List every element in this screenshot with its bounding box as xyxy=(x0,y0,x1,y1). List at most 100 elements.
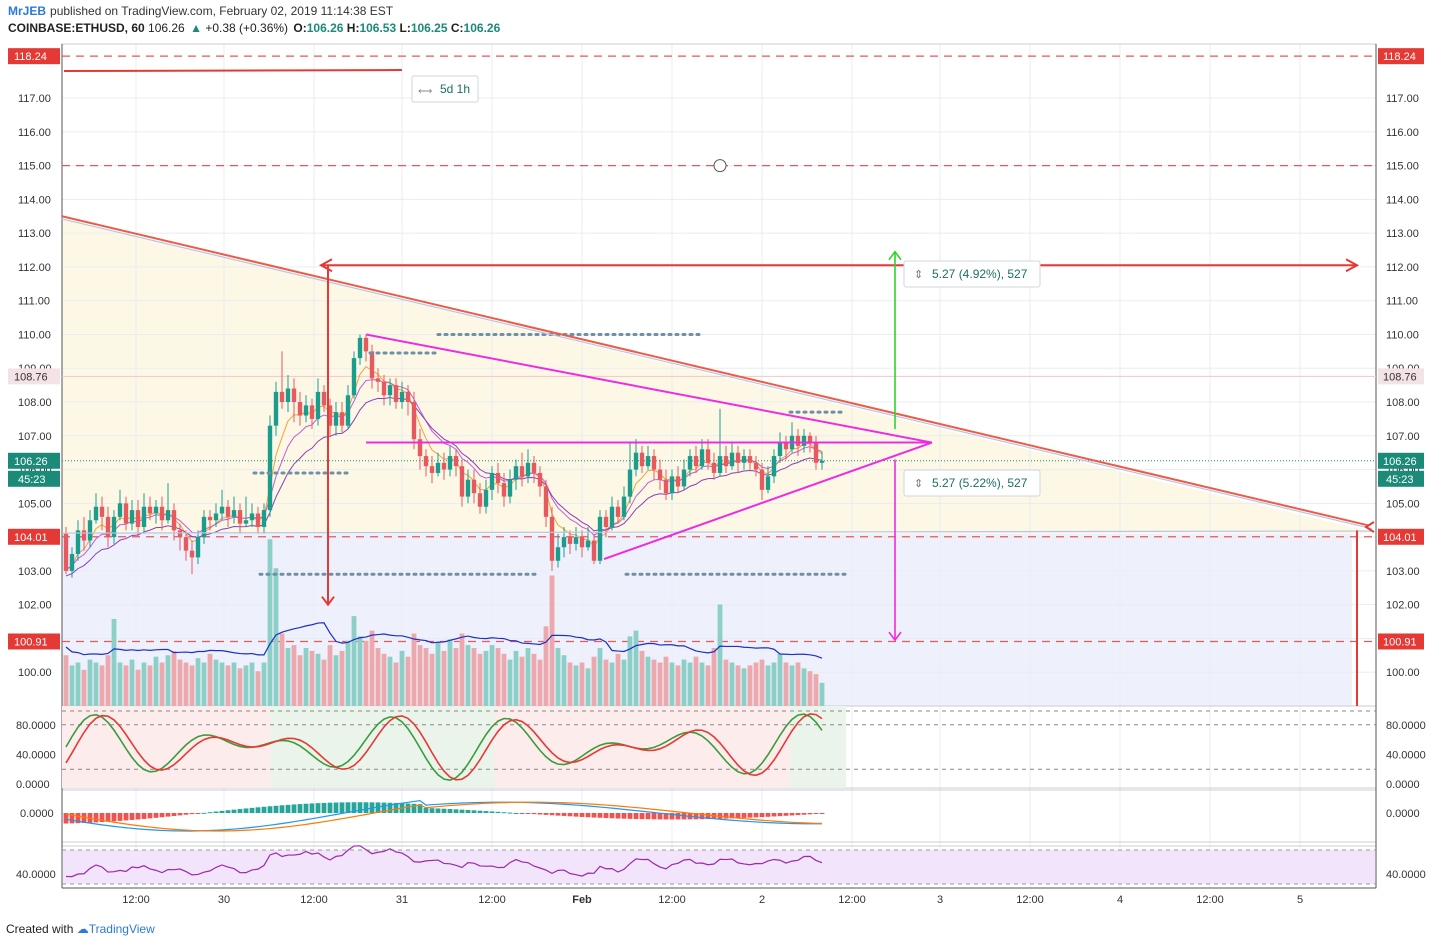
candle-body xyxy=(669,476,675,494)
arrow-head-up xyxy=(888,250,902,261)
macd-histogram-bar xyxy=(117,813,123,821)
volume-bar xyxy=(183,662,189,706)
date-range-icon: ⟷ xyxy=(418,86,432,97)
price-badge-left: 118.24 xyxy=(14,51,47,63)
candle-body xyxy=(771,456,777,477)
macd-histogram-bar xyxy=(351,802,357,813)
macd-histogram-bar xyxy=(645,813,651,820)
macd-histogram-bar xyxy=(777,813,783,817)
stoch-tick-left: 0.0000 xyxy=(16,779,50,791)
candle-body xyxy=(189,550,195,558)
macd-histogram-bar xyxy=(549,813,555,816)
volume-bar xyxy=(495,648,501,706)
macd-histogram-bar xyxy=(693,813,699,820)
price-badge-right-bg xyxy=(1378,452,1424,469)
volume-bar xyxy=(747,665,753,706)
volume-bar xyxy=(603,659,609,706)
tradingview-logo-icon: ☁ xyxy=(76,922,89,936)
candle-body xyxy=(519,466,525,477)
volume-bar xyxy=(795,662,801,706)
candle-body xyxy=(195,537,201,558)
stoch-zone-red xyxy=(62,706,270,788)
macd-histogram-bar xyxy=(567,813,573,817)
macd-histogram-bar xyxy=(795,813,801,816)
time-tick: 4 xyxy=(1117,894,1123,906)
volume-bar xyxy=(255,671,261,706)
macd-histogram-bar xyxy=(423,807,429,813)
volume-bar xyxy=(459,633,465,706)
macd-histogram-bar xyxy=(651,813,657,820)
candle-body xyxy=(345,395,351,426)
macd-histogram-bar xyxy=(279,805,285,813)
candle-body xyxy=(639,452,645,467)
candle-body xyxy=(591,540,597,561)
candle-body xyxy=(693,456,699,467)
macd-histogram-bar xyxy=(153,813,159,818)
volume-bar xyxy=(225,665,231,706)
candle-body xyxy=(81,530,87,541)
macd-histogram-bar xyxy=(177,813,183,816)
volume-bar xyxy=(567,662,573,706)
countdown-left-bg xyxy=(8,470,60,487)
candle-body xyxy=(369,351,375,379)
candle-body xyxy=(159,506,165,521)
macd-histogram-bar xyxy=(471,810,477,813)
candle-body xyxy=(147,506,153,514)
macd-histogram-bar xyxy=(453,809,459,813)
candle-body xyxy=(495,472,501,484)
macd-histogram-bar xyxy=(75,813,81,824)
candle-body xyxy=(453,456,459,467)
candle-body xyxy=(123,503,129,524)
price-badge-right: 106.26 xyxy=(1383,456,1417,468)
price-tick-left: 102.00 xyxy=(18,600,52,612)
candle-body xyxy=(549,516,555,561)
stoch-zone-green-2 xyxy=(790,706,846,788)
stoch-tick-right: 40.0000 xyxy=(1386,749,1426,761)
candle-body xyxy=(201,516,207,538)
price-badge-right: 100.91 xyxy=(1383,636,1417,648)
candle-body xyxy=(585,540,591,548)
time-tick: 12:00 xyxy=(658,894,686,906)
author-name[interactable]: MrJEB xyxy=(8,4,47,18)
candle-body xyxy=(447,456,453,470)
volume-bar xyxy=(357,636,363,706)
macd-histogram-bar xyxy=(213,811,219,813)
price-tick-right: 114.00 xyxy=(1386,194,1419,206)
macd-histogram-bar xyxy=(129,813,135,820)
candle-body xyxy=(555,547,561,561)
volume-bar xyxy=(333,655,339,706)
macd-histogram-bar xyxy=(249,807,255,813)
volume-bar xyxy=(279,633,285,706)
candle-body xyxy=(351,358,357,396)
brand-name[interactable]: TradingView xyxy=(88,922,155,936)
price-tick-right: 113.00 xyxy=(1386,228,1419,240)
rsi-tick-right: 40.0000 xyxy=(1386,869,1426,881)
candle-body xyxy=(279,391,285,403)
volume-bar xyxy=(81,669,87,706)
symbol-label: COINBASE:ETHUSD, 60 xyxy=(8,21,145,35)
volume-bar xyxy=(327,645,333,706)
macd-histogram-bar xyxy=(147,813,153,819)
candle-body xyxy=(393,385,399,403)
volume-bar xyxy=(501,653,507,706)
time-tick: 12:00 xyxy=(1196,894,1224,906)
candle-body xyxy=(621,496,627,517)
price-badge-left-bg xyxy=(8,48,60,65)
candle-body xyxy=(321,391,327,406)
volume-bar xyxy=(177,659,183,706)
volume-bar xyxy=(735,665,741,706)
macd-histogram-bar xyxy=(237,809,243,813)
macd-histogram-bar xyxy=(267,806,273,813)
price-badge-left: 106.26 xyxy=(14,456,48,468)
price-badge-right-bg xyxy=(1378,48,1424,65)
price-badge-left-bg xyxy=(8,633,60,650)
macd-tick-right: 0.0000 xyxy=(1386,808,1420,820)
created-with-text: Created with xyxy=(6,922,74,936)
stoch-zone-red-2 xyxy=(494,706,540,788)
volume-bar xyxy=(723,659,729,706)
arrow-head-left-small xyxy=(1364,521,1375,533)
macd-histogram-bar xyxy=(537,813,543,815)
macd-histogram-bar xyxy=(321,802,327,813)
candle-body xyxy=(699,449,705,467)
